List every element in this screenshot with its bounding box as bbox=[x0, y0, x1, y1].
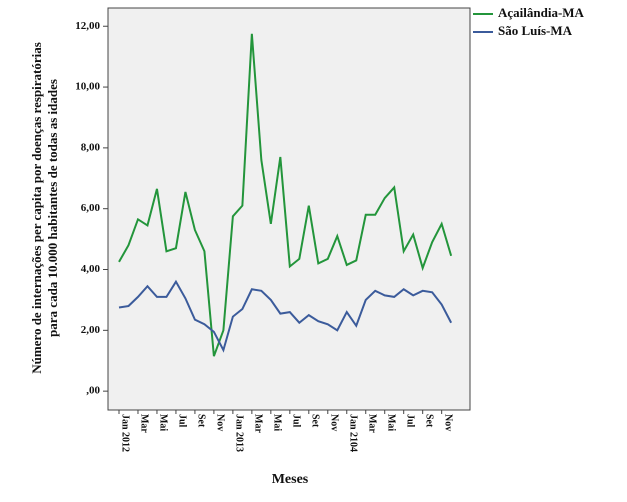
x-tick-label: Jul bbox=[404, 414, 415, 428]
legend-label: Açailândia-MA bbox=[498, 5, 585, 20]
x-tick-label: Mar bbox=[139, 414, 150, 433]
y-tick-label: 12,00 bbox=[75, 20, 100, 32]
y-tick-label: ,00 bbox=[86, 385, 100, 397]
x-tick-label: Set bbox=[423, 414, 434, 428]
x-tick-label: Jul bbox=[177, 414, 188, 428]
x-tick-label: Jul bbox=[291, 414, 302, 428]
series-line bbox=[118, 33, 453, 357]
y-tick-label: 2,00 bbox=[81, 324, 101, 336]
series-line bbox=[118, 279, 453, 353]
x-tick-label: Nov bbox=[215, 414, 226, 431]
y-tick-label: 8,00 bbox=[81, 141, 101, 153]
y-tick-label: 6,00 bbox=[81, 202, 101, 214]
y-axis-title: para cada 10.000 habitantes de todas as … bbox=[45, 79, 60, 337]
x-axis-title: Meses bbox=[272, 472, 309, 487]
x-tick-label: Mai bbox=[385, 414, 396, 431]
x-tick-label: Nov bbox=[328, 414, 339, 431]
legend-label: São Luís-MA bbox=[498, 23, 573, 38]
y-tick-label: 10,00 bbox=[75, 81, 100, 93]
x-tick-label: Mar bbox=[366, 414, 377, 433]
x-tick-label: Set bbox=[310, 414, 321, 428]
x-tick-label: Jan 2104 bbox=[347, 414, 358, 452]
x-tick-label: Mai bbox=[272, 414, 283, 431]
plot-area bbox=[107, 7, 471, 411]
x-tick-label: Jan 2013 bbox=[234, 414, 245, 452]
y-axis-title: Número de internações per capita por doe… bbox=[29, 42, 44, 374]
x-tick-label: Mar bbox=[253, 414, 264, 433]
x-tick-label: Set bbox=[196, 414, 207, 428]
y-tick-label: 4,00 bbox=[81, 263, 101, 275]
x-tick-label: Nov bbox=[442, 414, 453, 431]
x-tick-label: Jan 2012 bbox=[120, 414, 131, 452]
x-tick-label: Mai bbox=[158, 414, 169, 431]
